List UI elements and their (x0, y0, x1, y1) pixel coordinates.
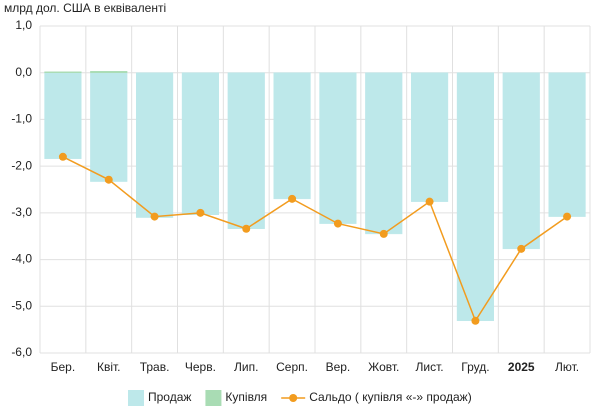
bar (44, 71, 82, 73)
marker (425, 197, 434, 206)
x-tick-label: Лист. (416, 360, 444, 374)
x-tick-label: Бер. (51, 360, 76, 374)
marker (58, 152, 67, 161)
x-tick-label: Квіт. (97, 360, 121, 374)
bar (319, 72, 357, 224)
x-tick-label: Груд. (461, 360, 489, 374)
x-tick-label: Лип. (234, 360, 258, 374)
y-tick-label: -5,0 (11, 298, 32, 312)
marker (517, 244, 526, 253)
bar (365, 72, 403, 235)
legend-swatch[interactable] (205, 390, 222, 406)
y-tick-label: 1,0 (15, 18, 32, 32)
y-tick-label: -4,0 (11, 252, 32, 266)
bar (44, 72, 82, 159)
x-tick-label: Жовт. (368, 360, 399, 374)
x-tick-label: Вер. (326, 360, 351, 374)
x-tick-label: Трав. (140, 360, 170, 374)
marker (150, 212, 159, 221)
bar (273, 72, 311, 200)
bar (181, 72, 219, 215)
marker (471, 316, 480, 325)
marker (104, 175, 113, 184)
legend-swatch[interactable] (128, 390, 144, 406)
y-tick-label: -2,0 (11, 158, 32, 172)
legend-label[interactable]: Купівля (225, 390, 267, 404)
bar (502, 72, 540, 250)
bar (548, 72, 586, 217)
x-tick-label: Лют. (555, 360, 579, 374)
y-tick-label: -1,0 (11, 112, 32, 126)
line (62, 156, 568, 323)
legend-label[interactable]: Продаж (148, 390, 191, 404)
marker (379, 229, 388, 238)
legend-label[interactable]: Сальдо ( купівля «-» продаж) (309, 390, 472, 404)
bar (136, 72, 174, 218)
x-tick-label: Серп. (276, 360, 308, 374)
x-tick-label: Черв. (185, 360, 216, 374)
marker (333, 219, 342, 228)
bar (411, 72, 449, 202)
legend-swatch[interactable] (289, 394, 298, 402)
marker (288, 194, 297, 203)
y-tick-label: 0,0 (15, 65, 32, 79)
bar (456, 72, 495, 322)
bar (227, 72, 265, 229)
marker (242, 224, 251, 233)
bar (90, 71, 128, 73)
y-tick-label: -3,0 (11, 205, 32, 219)
y-tick-label: -6,0 (11, 345, 32, 359)
x-tick-label: 2025 (508, 360, 535, 374)
marker (196, 208, 205, 217)
chart-title: млрд дол. США в еквіваленті (4, 1, 166, 15)
marker (563, 212, 572, 221)
bar (90, 72, 128, 182)
